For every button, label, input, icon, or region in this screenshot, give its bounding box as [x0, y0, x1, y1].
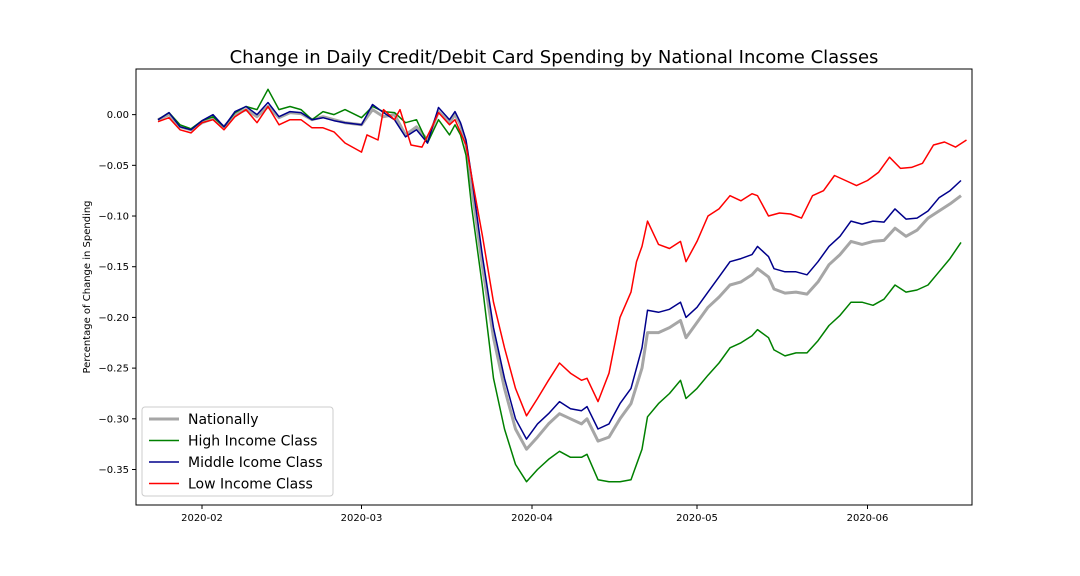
y-tick-label: −0.10: [98, 212, 129, 223]
y-tick-label: −0.20: [98, 313, 129, 324]
x-axis: 2020-02 2020-03 2020-04 2020-05 2020-06: [181, 505, 888, 524]
series-line-nationally: [157, 105, 962, 451]
x-tick-label: 2020-06: [847, 513, 889, 524]
legend-box: [141, 406, 334, 497]
legend-label: Middle Icome Class: [188, 455, 323, 471]
y-tick-label: −0.15: [98, 262, 129, 273]
y-tick-label: −0.05: [98, 161, 129, 172]
series-line-high-income-class: [157, 88, 962, 483]
y-tick-label: −0.25: [98, 364, 129, 375]
series-line-low-income-class: [157, 105, 967, 417]
y-axis-label: Percentage of Change in Spending: [82, 200, 93, 373]
chart-title: Change in Daily Credit/Debit Card Spendi…: [230, 47, 879, 68]
y-tick-label: 0.00: [107, 110, 129, 121]
y-tick-label: −0.30: [98, 414, 129, 425]
legend-label: Nationally: [188, 412, 259, 428]
series-group: [157, 88, 967, 483]
y-tick-label: −0.35: [98, 465, 129, 476]
x-tick-label: 2020-02: [181, 513, 223, 524]
x-tick-label: 2020-05: [676, 513, 718, 524]
y-axis: 0.00 −0.05 −0.10 −0.15 −0.20 −0.25 −0.30 −0.35: [98, 110, 136, 476]
legend-label: High Income Class: [188, 434, 317, 450]
legend-label: Low Income Class: [188, 477, 313, 493]
legend: Nationally High Income Class Middle Icome …: [141, 406, 334, 497]
x-tick-label: 2020-03: [341, 513, 383, 524]
x-tick-label: 2020-04: [511, 513, 553, 524]
series-line-middle-icome-class: [157, 101, 962, 440]
plot-frame: [135, 68, 973, 506]
